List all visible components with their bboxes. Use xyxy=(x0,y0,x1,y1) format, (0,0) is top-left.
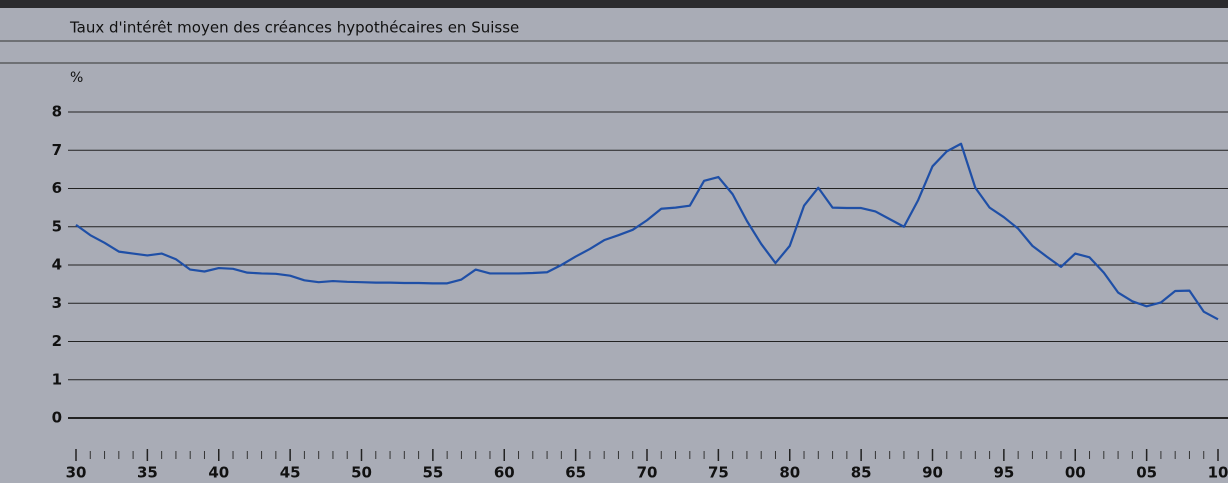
x-tick-label: 40 xyxy=(208,464,229,482)
y-tick-label: 1 xyxy=(52,370,62,388)
x-tick-label: 75 xyxy=(708,464,729,482)
x-tick-label: 05 xyxy=(1136,464,1157,482)
y-axis-label: % xyxy=(70,70,83,86)
y-tick-label: 0 xyxy=(52,409,62,427)
x-tick-label: 35 xyxy=(137,464,158,482)
y-tick-label: 7 xyxy=(52,141,62,159)
y-tick-label: 4 xyxy=(52,256,62,274)
x-tick-label: 85 xyxy=(851,464,872,482)
x-tick-label: 95 xyxy=(993,464,1014,482)
x-tick-label: 00 xyxy=(1065,464,1086,482)
data-line xyxy=(75,142,1219,321)
y-tick-label: 8 xyxy=(52,103,62,121)
y-tick-label: 5 xyxy=(52,217,62,235)
x-tick-label: 55 xyxy=(422,464,443,482)
x-tick-label: 90 xyxy=(922,464,943,482)
x-tick-label: 80 xyxy=(779,464,800,482)
chart-title: Taux d'intérêt moyen des créances hypoth… xyxy=(69,19,519,37)
x-tick-label: 45 xyxy=(280,464,301,482)
y-tick-label: 2 xyxy=(52,332,62,350)
x-tick-label: 65 xyxy=(565,464,586,482)
y-tick-label: 3 xyxy=(52,294,62,312)
x-tick-label: 10 xyxy=(1208,464,1228,482)
top-bar xyxy=(0,0,1228,8)
x-tick-label: 70 xyxy=(637,464,658,482)
x-tick-label: 30 xyxy=(66,464,87,482)
x-tick-label: 50 xyxy=(351,464,372,482)
y-tick-label: 6 xyxy=(52,179,62,197)
x-tick-label: 60 xyxy=(494,464,515,482)
